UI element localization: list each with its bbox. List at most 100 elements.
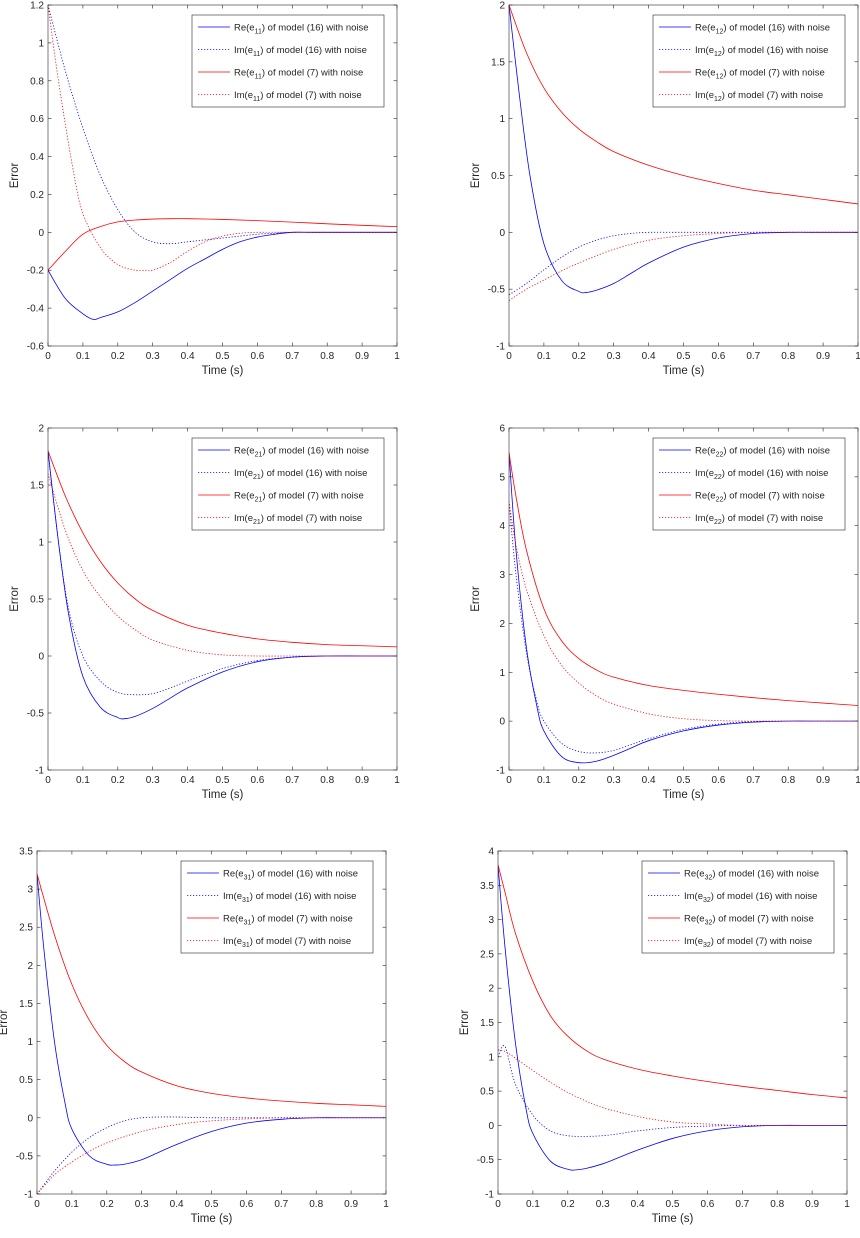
legend-label-rest: ) of model (16) with noise — [250, 891, 357, 902]
legend-label-main: Re(e — [234, 23, 255, 34]
series-line-1 — [37, 873, 386, 1166]
y-tick-label: 1 — [38, 38, 44, 49]
y-tick-label: 3 — [488, 915, 494, 926]
legend-label-main: Re(e — [684, 869, 705, 880]
legend-label-rest: ) of model (16) with noise — [712, 869, 819, 880]
x-tick-label: 0.1 — [65, 1199, 79, 1210]
x-tick-label: 0.9 — [805, 1199, 819, 1210]
x-tick-label: 0.9 — [355, 351, 369, 362]
y-tick-label: -0.2 — [27, 266, 45, 277]
x-tick-label: 0.6 — [711, 775, 725, 786]
legend-label-3: Re(e31) of model (7) with noise — [223, 914, 353, 927]
x-tick-label: 0.1 — [537, 351, 551, 362]
y-tick-label: 3 — [499, 570, 505, 581]
x-tick-label: 0.5 — [666, 1199, 680, 1210]
x-tick-label: 0.4 — [181, 775, 195, 786]
x-tick-label: 0.1 — [526, 1199, 540, 1210]
legend-label-subscript: 31 — [244, 920, 252, 927]
series-line-4 — [509, 231, 858, 301]
y-tick-label: -1 — [496, 766, 505, 777]
x-tick-label: 0.6 — [250, 351, 264, 362]
x-tick-label: 0.2 — [100, 1199, 114, 1210]
legend-label-subscript: 22 — [714, 474, 722, 481]
x-tick-label: 0 — [495, 1199, 501, 1210]
legend-label-subscript: 21 — [253, 519, 261, 526]
legend-label-rest: ) of model (7) with noise — [722, 513, 823, 524]
x-axis-label: Time (s) — [663, 365, 705, 377]
legend: Re(e31) of model (16) with noiseIm(e31) … — [180, 860, 374, 954]
series-line-3 — [509, 5, 858, 205]
x-tick-label: 1 — [394, 351, 400, 362]
legend-label-main: Im(e — [695, 90, 714, 101]
y-tick-label: 0.5 — [30, 595, 44, 606]
y-tick-label: 0.6 — [30, 114, 44, 125]
y-tick-label: 1.5 — [19, 999, 33, 1010]
y-tick-label: -0.5 — [488, 285, 506, 296]
x-tick-label: 0.9 — [355, 775, 369, 786]
legend-label-subscript: 11 — [253, 96, 260, 103]
legend-label-subscript: 11 — [255, 29, 262, 36]
y-tick-label: 0 — [27, 1113, 33, 1124]
x-axis-label: Time (s) — [202, 789, 244, 801]
legend-label-subscript: 32 — [703, 942, 711, 949]
x-tick-label: 0.4 — [631, 1199, 645, 1210]
y-tick-label: 2 — [27, 961, 33, 972]
y-tick-label: -1 — [24, 1190, 33, 1201]
legend-label-main: Im(e — [234, 468, 253, 479]
series-line-3 — [498, 864, 847, 1099]
x-tick-label: 0.5 — [216, 775, 230, 786]
y-tick-label: 0.4 — [30, 152, 44, 163]
y-tick-label: 1 — [38, 538, 44, 549]
y-tick-label: 2 — [499, 619, 505, 630]
x-tick-label: 0.9 — [816, 351, 830, 362]
y-tick-label: 0 — [38, 228, 44, 239]
series-line-4 — [498, 1049, 847, 1126]
y-tick-label: 0.8 — [30, 76, 44, 87]
legend-label-subscript: 11 — [255, 74, 262, 81]
legend-label-3: Re(e22) of model (7) with noise — [695, 491, 825, 504]
legend: Re(e11) of model (16) with noiseIm(e11) … — [191, 14, 385, 108]
y-axis-label: Error — [459, 1010, 471, 1036]
x-tick-label: 0.9 — [344, 1199, 358, 1210]
legend-label-4: Im(e22) of model (7) with noise — [695, 513, 823, 526]
series-group — [48, 5, 397, 321]
legend-label-subscript: 31 — [242, 897, 250, 904]
legend-label-main: Im(e — [234, 513, 253, 524]
y-tick-label: 1.5 — [30, 481, 44, 492]
legend-label-2: Im(e32) of model (16) with noise — [684, 891, 817, 904]
y-tick-label: -1 — [496, 342, 505, 353]
y-tick-label: -1 — [485, 1190, 494, 1201]
x-tick-label: 0.8 — [781, 775, 795, 786]
legend-label-1: Re(e12) of model (16) with noise — [695, 23, 830, 36]
x-tick-label: 0.5 — [216, 351, 230, 362]
legend-box — [641, 860, 835, 954]
legend-label-subscript: 32 — [705, 875, 713, 882]
y-tick-label: 0.5 — [491, 171, 505, 182]
x-tick-label: 0.3 — [146, 775, 160, 786]
y-tick-label: 0.2 — [30, 190, 44, 201]
series-line-3 — [48, 450, 397, 648]
legend-label-subscript: 11 — [253, 51, 260, 58]
x-tick-label: 0.3 — [607, 775, 621, 786]
y-tick-label: 4 — [499, 521, 505, 532]
x-tick-label: 0.7 — [746, 351, 760, 362]
x-tick-label: 0.8 — [320, 351, 334, 362]
legend-label-rest: ) of model (16) with noise — [251, 869, 358, 880]
legend-label-rest: ) of model (7) with noise — [262, 491, 363, 502]
legend-label-3: Re(e12) of model (7) with noise — [695, 68, 825, 81]
chart-panel-5: 0 0.1 0.2 0.3 0.4 0.5 0.6 0.7 0.8 0.9 1 -1 -0.5 0 0.5 1… — [0, 847, 389, 1226]
legend: Re(e21) of model (16) with noiseIm(e21) … — [191, 437, 385, 531]
legend-box — [191, 14, 385, 108]
legend-label-main: Im(e — [234, 90, 253, 101]
series-line-1 — [48, 231, 397, 321]
legend-label-rest: ) of model (7) with noise — [722, 90, 823, 101]
legend-label-subscript: 21 — [255, 497, 263, 504]
series-line-4 — [37, 1117, 386, 1194]
y-tick-label: 4 — [488, 847, 494, 858]
x-axis-label: Time (s) — [652, 1213, 694, 1225]
x-tick-label: 0.8 — [781, 351, 795, 362]
x-tick-label: 0.7 — [285, 775, 299, 786]
series-line-1 — [48, 450, 397, 720]
x-tick-label: 0.3 — [135, 1199, 149, 1210]
series-line-4 — [509, 501, 858, 722]
